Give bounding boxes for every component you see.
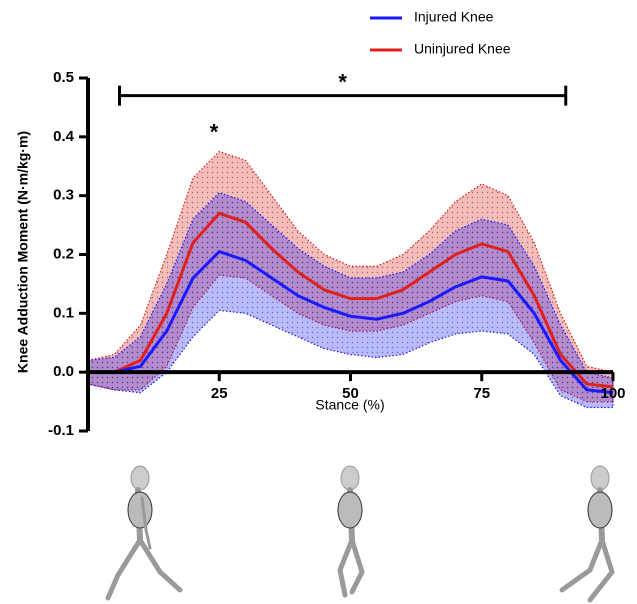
y-tick-label: 0.0: [53, 363, 74, 380]
plot-area: -0.1 0.0 0.1 0.2 0.3 0.4 0.5 25 50 75 100 * * Injured…: [48, 9, 625, 439]
y-tick-label: 0.5: [53, 69, 74, 86]
y-tick-label: 0.2: [53, 245, 74, 262]
skeleton-figure: [559, 465, 615, 603]
x-axis-title: Stance (%): [315, 397, 384, 413]
y-tick-label: 0.1: [53, 304, 74, 321]
x-tick-label: 50: [342, 385, 359, 402]
y-tick-label: 0.3: [53, 187, 74, 204]
series-line: [88, 211, 614, 389]
x-tick-label: 25: [211, 385, 228, 402]
series-line: [88, 250, 614, 395]
x-tick-label: 100: [600, 385, 625, 402]
skeleton-figure: [337, 465, 365, 598]
legend-label: Uninjured Knee: [414, 41, 511, 57]
skeleton-figure: [105, 465, 183, 601]
annotation: *: [210, 120, 219, 145]
x-tick-label: 75: [473, 385, 490, 402]
y-tick-label: -0.1: [48, 422, 74, 439]
y-axis-title: Knee Adduction Moment (N·m/kg·m): [15, 131, 31, 373]
skeletons: [105, 465, 615, 603]
annotation: *: [338, 69, 347, 94]
y-tick-label: 0.4: [53, 128, 75, 145]
legend-label: Injured Knee: [414, 9, 494, 25]
